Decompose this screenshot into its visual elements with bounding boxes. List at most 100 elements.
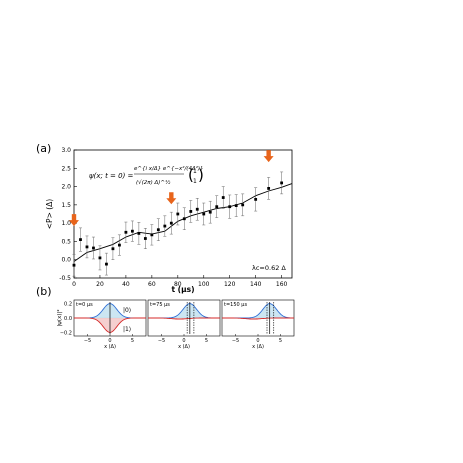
state1-label: |1⟩ xyxy=(123,326,131,333)
subplot-title: t=150 μs xyxy=(224,302,247,308)
y-tick-label: 2.5 xyxy=(61,165,71,172)
data-point xyxy=(150,233,154,237)
data-point xyxy=(195,207,199,211)
subplots: t=0 μs −5 0 5 x (Δ) −0.2 0.0 0.2 |0⟩ |1⟩ t=75 μs −5… xyxy=(60,299,295,350)
sub-x-tick-label: −5 xyxy=(158,338,165,344)
sub-x-tick-label: −5 xyxy=(84,338,91,344)
data-points xyxy=(72,171,284,277)
data-point xyxy=(105,262,108,266)
vector-top: 1 xyxy=(193,168,197,175)
sub-y-tick-label: 0.0 xyxy=(64,316,72,322)
data-point xyxy=(234,204,238,207)
sub-x-tick-label: −5 xyxy=(232,338,239,344)
y-tick-label: 1.0 xyxy=(61,220,71,227)
data-point xyxy=(221,196,225,199)
sub-y-tick-label: −0.2 xyxy=(60,330,72,336)
data-point xyxy=(72,263,76,267)
lambda-label: λc=0.62 Δ xyxy=(252,264,286,272)
state1-curve xyxy=(222,317,294,320)
data-point xyxy=(111,247,115,251)
data-point xyxy=(85,245,89,249)
orange-arrow xyxy=(69,214,79,227)
sub-xlabel: x (Δ) xyxy=(178,344,190,350)
state0-fill xyxy=(222,303,294,318)
x-tick-label: 0 xyxy=(72,281,76,288)
data-point xyxy=(280,181,284,185)
data-point xyxy=(208,210,212,214)
main-axes: 0 20 40 60 80 100 120 140 160 -0.5 0.0 0.5 1.0 1.5 2.0… xyxy=(59,147,287,288)
state0-fill xyxy=(148,303,220,318)
x-tick-label: 40 xyxy=(122,281,130,288)
vector-bracket-left: ( xyxy=(188,166,194,184)
data-point xyxy=(215,205,219,209)
y-tick-label: 2.0 xyxy=(61,184,71,191)
data-point xyxy=(118,243,121,247)
sub-y-tick-label: 0.2 xyxy=(64,302,72,308)
data-point xyxy=(156,228,160,232)
data-point xyxy=(79,238,82,241)
orange-arrows xyxy=(69,150,274,227)
panel-b-label: (b) xyxy=(36,285,52,298)
data-point xyxy=(98,256,102,260)
data-point xyxy=(124,230,128,234)
formula-denominator: (√(2π) Δ)^½ xyxy=(136,179,171,186)
x-tick-label: 140 xyxy=(250,281,262,288)
data-point xyxy=(182,217,186,221)
formula-lhs: ψ(x; t = 0) = xyxy=(89,172,134,180)
main-ylabel: <P> (Δ) xyxy=(45,199,54,230)
orange-arrow xyxy=(166,192,177,205)
x-tick-label: 20 xyxy=(96,281,104,288)
vector-bracket-right: ) xyxy=(198,166,204,184)
data-point xyxy=(137,231,141,235)
state1-curve xyxy=(148,317,220,320)
wavefunction-formula: ψ(x; t = 0) = e^{i x/Δ} e^{−x²/(4Δ²)} (√… xyxy=(89,165,204,186)
data-point xyxy=(254,197,258,201)
data-point xyxy=(228,205,232,209)
x-tick-label: 60 xyxy=(148,281,156,288)
sub-x-tick-label: 5 xyxy=(205,338,208,344)
x-tick-label: 100 xyxy=(198,281,210,288)
subplot-title: t=75 μs xyxy=(150,302,170,308)
data-point xyxy=(241,203,245,207)
fit-line xyxy=(73,183,293,262)
subplot-title: t=0 μs xyxy=(76,302,93,308)
sub-x-tick-label: 0 xyxy=(108,338,111,344)
x-tick-label: 160 xyxy=(276,281,288,288)
y-tick-label: 0.5 xyxy=(61,238,71,245)
data-point xyxy=(163,224,167,228)
y-tick-label: 1.5 xyxy=(61,202,71,209)
formula-numerator: e^{i x/Δ} e^{−x²/(4Δ²)} xyxy=(134,165,204,172)
y-tick-label: -0.5 xyxy=(59,275,71,282)
y-tick-label: 3.0 xyxy=(61,147,71,154)
data-point xyxy=(176,212,180,216)
data-point xyxy=(130,229,134,233)
sub-x-tick-label: 5 xyxy=(131,338,134,344)
sub-x-tick-label: 0 xyxy=(182,338,185,344)
main-xlabel: t (μs) xyxy=(171,285,194,294)
main-plot: 0 20 40 60 80 100 120 140 160 -0.5 0.0 0.5 1.0 1.5 2.0… xyxy=(59,147,293,288)
vector-bottom: 1 xyxy=(193,178,197,185)
main-plot-frame xyxy=(73,149,293,279)
sub-x-tick-label: 5 xyxy=(279,338,282,344)
sub-xlabel: x (Δ) xyxy=(104,344,116,350)
sub-xlabel: x (Δ) xyxy=(252,344,264,350)
data-point xyxy=(267,187,271,190)
x-tick-label: 120 xyxy=(224,281,236,288)
data-point xyxy=(189,210,193,213)
data-point xyxy=(92,246,95,250)
data-point xyxy=(169,221,173,225)
sub-ylabel: |ψ(x)|² xyxy=(56,309,63,326)
subplot-0: t=0 μs −5 0 5 x (Δ) −0.2 0.0 0.2 |0⟩ |1⟩ xyxy=(60,299,147,350)
subplot-1: t=75 μs −5 0 5 x (Δ) xyxy=(147,299,221,350)
fit-curve xyxy=(73,183,293,262)
subplot-2: t=150 μs −5 0 5 x (Δ) xyxy=(221,299,295,350)
state0-label: |0⟩ xyxy=(123,307,131,314)
panel-a-label: (a) xyxy=(36,142,51,155)
sub-x-tick-label: 0 xyxy=(256,338,259,344)
orange-arrow xyxy=(263,150,274,163)
data-point xyxy=(202,212,206,216)
data-point xyxy=(143,237,147,240)
x-tick-label: 80 xyxy=(174,281,182,288)
y-tick-label: 0.0 xyxy=(61,257,71,264)
